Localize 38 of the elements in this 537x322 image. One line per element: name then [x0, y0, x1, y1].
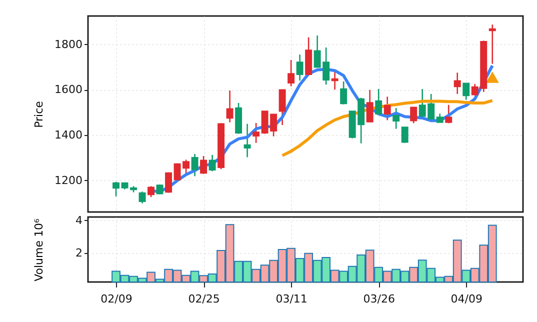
candlestick — [331, 72, 338, 90]
candlestick — [112, 181, 120, 198]
line-series — [280, 99, 494, 158]
y-tick-label: 1400 — [54, 128, 82, 142]
candlestick — [384, 96, 391, 121]
x-tick-label: 03/11 — [276, 292, 308, 306]
candlestick — [156, 184, 164, 195]
candlestick — [200, 155, 208, 175]
y-tick-label: 1800 — [54, 38, 82, 51]
candlestick — [288, 59, 295, 87]
candlestick — [252, 122, 260, 144]
candlestick — [278, 88, 286, 126]
y-tick-label: 1600 — [54, 83, 82, 96]
candlestick — [375, 88, 382, 116]
candlestick — [138, 190, 146, 204]
candlestick — [488, 24, 496, 64]
candlestick — [366, 89, 374, 122]
candlestick — [401, 126, 408, 144]
x-tick-label: 02/09 — [100, 292, 132, 306]
candlestick — [392, 107, 400, 130]
y-tick-label: 4 — [76, 214, 82, 227]
candlestick — [244, 123, 251, 158]
candlestick — [340, 80, 348, 106]
candlestick — [148, 186, 155, 198]
candlestick — [191, 153, 198, 177]
candlestick — [410, 106, 418, 124]
y-tick-label: 1200 — [54, 174, 82, 187]
candlestick — [462, 82, 470, 100]
candlestick — [296, 54, 304, 82]
candlestick — [454, 72, 461, 95]
x-tick-label: 03/26 — [363, 292, 395, 306]
y-tick-label: 2 — [76, 246, 82, 260]
x-tick-label: 02/25 — [188, 292, 220, 306]
candlestick — [226, 90, 234, 123]
x-tick-label: 04/09 — [450, 292, 482, 306]
candlestick — [208, 154, 216, 172]
y-axis-title: Price — [32, 100, 46, 128]
y-axis-title: Volume 10⁶ — [32, 218, 46, 282]
